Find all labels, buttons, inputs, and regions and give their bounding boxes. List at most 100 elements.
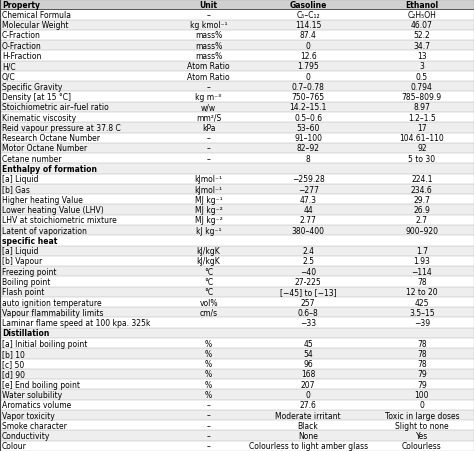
Text: Higher heating Value: Higher heating Value — [2, 195, 83, 204]
Text: 34.7: 34.7 — [413, 41, 430, 51]
Text: 29.7: 29.7 — [413, 195, 430, 204]
Text: 114.15: 114.15 — [295, 21, 321, 30]
Text: O-Fraction: O-Fraction — [2, 41, 42, 51]
Text: [a] Liquid: [a] Liquid — [2, 175, 38, 184]
Text: %: % — [205, 380, 212, 389]
Text: 0: 0 — [306, 72, 310, 81]
Text: [−45] to [−13]: [−45] to [−13] — [280, 288, 337, 297]
Text: 47.3: 47.3 — [300, 195, 317, 204]
Text: Black: Black — [298, 421, 319, 430]
Text: kg kmol⁻¹: kg kmol⁻¹ — [190, 21, 228, 30]
Text: MJ kg⁻²: MJ kg⁻² — [195, 216, 222, 225]
Bar — [0, 102, 474, 113]
Text: Enthalpy of formation: Enthalpy of formation — [2, 165, 97, 174]
Text: Ethanol: Ethanol — [405, 0, 438, 9]
Bar — [0, 420, 474, 431]
Text: Chemical Formula: Chemical Formula — [2, 11, 71, 20]
Text: 2.4: 2.4 — [302, 247, 314, 256]
Text: Atom Ratio: Atom Ratio — [187, 62, 230, 71]
Bar — [0, 277, 474, 287]
Text: Laminar flame speed at 100 kpa. 325k: Laminar flame speed at 100 kpa. 325k — [2, 318, 150, 327]
Text: −114: −114 — [411, 267, 432, 276]
Bar — [0, 441, 474, 451]
Text: 207: 207 — [301, 380, 315, 389]
Text: Colourless to light amber glass: Colourless to light amber glass — [248, 442, 368, 451]
Text: C-Fraction: C-Fraction — [2, 32, 41, 41]
Bar — [0, 308, 474, 318]
Bar — [0, 246, 474, 256]
Text: [b] Vapour: [b] Vapour — [2, 257, 42, 266]
Text: [a] Initial boiling point: [a] Initial boiling point — [2, 339, 87, 348]
Bar — [0, 205, 474, 215]
Text: 100: 100 — [415, 390, 429, 399]
Bar — [0, 72, 474, 82]
Text: −277: −277 — [298, 185, 319, 194]
Text: 234.6: 234.6 — [411, 185, 433, 194]
Text: Specific Gravity: Specific Gravity — [2, 83, 62, 92]
Text: Smoke character: Smoke character — [2, 421, 67, 430]
Bar — [0, 359, 474, 369]
Text: kJ/kgK: kJ/kgK — [197, 257, 220, 266]
Text: mm²/S: mm²/S — [196, 113, 221, 122]
Bar — [0, 338, 474, 349]
Text: –: – — [207, 400, 210, 410]
Text: 82–92: 82–92 — [297, 144, 319, 153]
Text: Motor Octane Number: Motor Octane Number — [2, 144, 87, 153]
Bar — [0, 82, 474, 92]
Bar — [0, 123, 474, 133]
Text: LHV at stoichiometric mixture: LHV at stoichiometric mixture — [2, 216, 117, 225]
Text: 53–60: 53–60 — [296, 124, 320, 133]
Bar — [0, 431, 474, 441]
Text: –: – — [207, 442, 210, 451]
Text: –: – — [207, 83, 210, 92]
Text: [e] End boiling point: [e] End boiling point — [2, 380, 80, 389]
Bar — [0, 318, 474, 328]
Text: 44: 44 — [303, 206, 313, 215]
Bar — [0, 10, 474, 20]
Text: 104.61–110: 104.61–110 — [400, 134, 444, 143]
Bar — [0, 41, 474, 51]
Text: None: None — [298, 431, 318, 440]
Text: [c] 50: [c] 50 — [2, 359, 24, 368]
Text: 54: 54 — [303, 349, 313, 358]
Text: –: – — [207, 134, 210, 143]
Text: Yes: Yes — [416, 431, 428, 440]
Text: C₅–C₁₂: C₅–C₁₂ — [296, 11, 320, 20]
Text: 0.7–0.78: 0.7–0.78 — [292, 83, 325, 92]
Text: Toxic in large doses: Toxic in large doses — [384, 410, 459, 419]
Text: Unit: Unit — [200, 0, 218, 9]
Bar — [0, 154, 474, 164]
Text: [b] Gas: [b] Gas — [2, 185, 30, 194]
Text: kJ/kgK: kJ/kgK — [197, 247, 220, 256]
Text: −39: −39 — [414, 318, 430, 327]
Text: %: % — [205, 390, 212, 399]
Bar — [0, 215, 474, 226]
Text: −33: −33 — [300, 318, 316, 327]
Text: 0: 0 — [306, 41, 310, 51]
Bar — [0, 184, 474, 195]
Text: kJ kg⁻¹: kJ kg⁻¹ — [196, 226, 221, 235]
Text: H-Fraction: H-Fraction — [2, 52, 41, 61]
Text: Vapor toxicity: Vapor toxicity — [2, 410, 55, 419]
Text: 257: 257 — [301, 298, 315, 307]
Text: mass%: mass% — [195, 52, 222, 61]
Bar — [0, 287, 474, 297]
Text: specific heat: specific heat — [2, 236, 57, 245]
Text: 96: 96 — [303, 359, 313, 368]
Text: Vapour flammability limits: Vapour flammability limits — [2, 308, 103, 317]
Text: mass%: mass% — [195, 41, 222, 51]
Text: 1.93: 1.93 — [413, 257, 430, 266]
Text: %: % — [205, 370, 212, 379]
Text: °C: °C — [204, 267, 213, 276]
Text: Freezing point: Freezing point — [2, 267, 56, 276]
Bar — [0, 92, 474, 102]
Bar — [0, 267, 474, 277]
Text: 2.77: 2.77 — [300, 216, 317, 225]
Text: 17: 17 — [417, 124, 427, 133]
Text: cm/s: cm/s — [200, 308, 218, 317]
Bar — [0, 328, 474, 338]
Text: –: – — [207, 431, 210, 440]
Text: H/C: H/C — [2, 62, 16, 71]
Text: 0.5: 0.5 — [416, 72, 428, 81]
Text: 14.2–15.1: 14.2–15.1 — [290, 103, 327, 112]
